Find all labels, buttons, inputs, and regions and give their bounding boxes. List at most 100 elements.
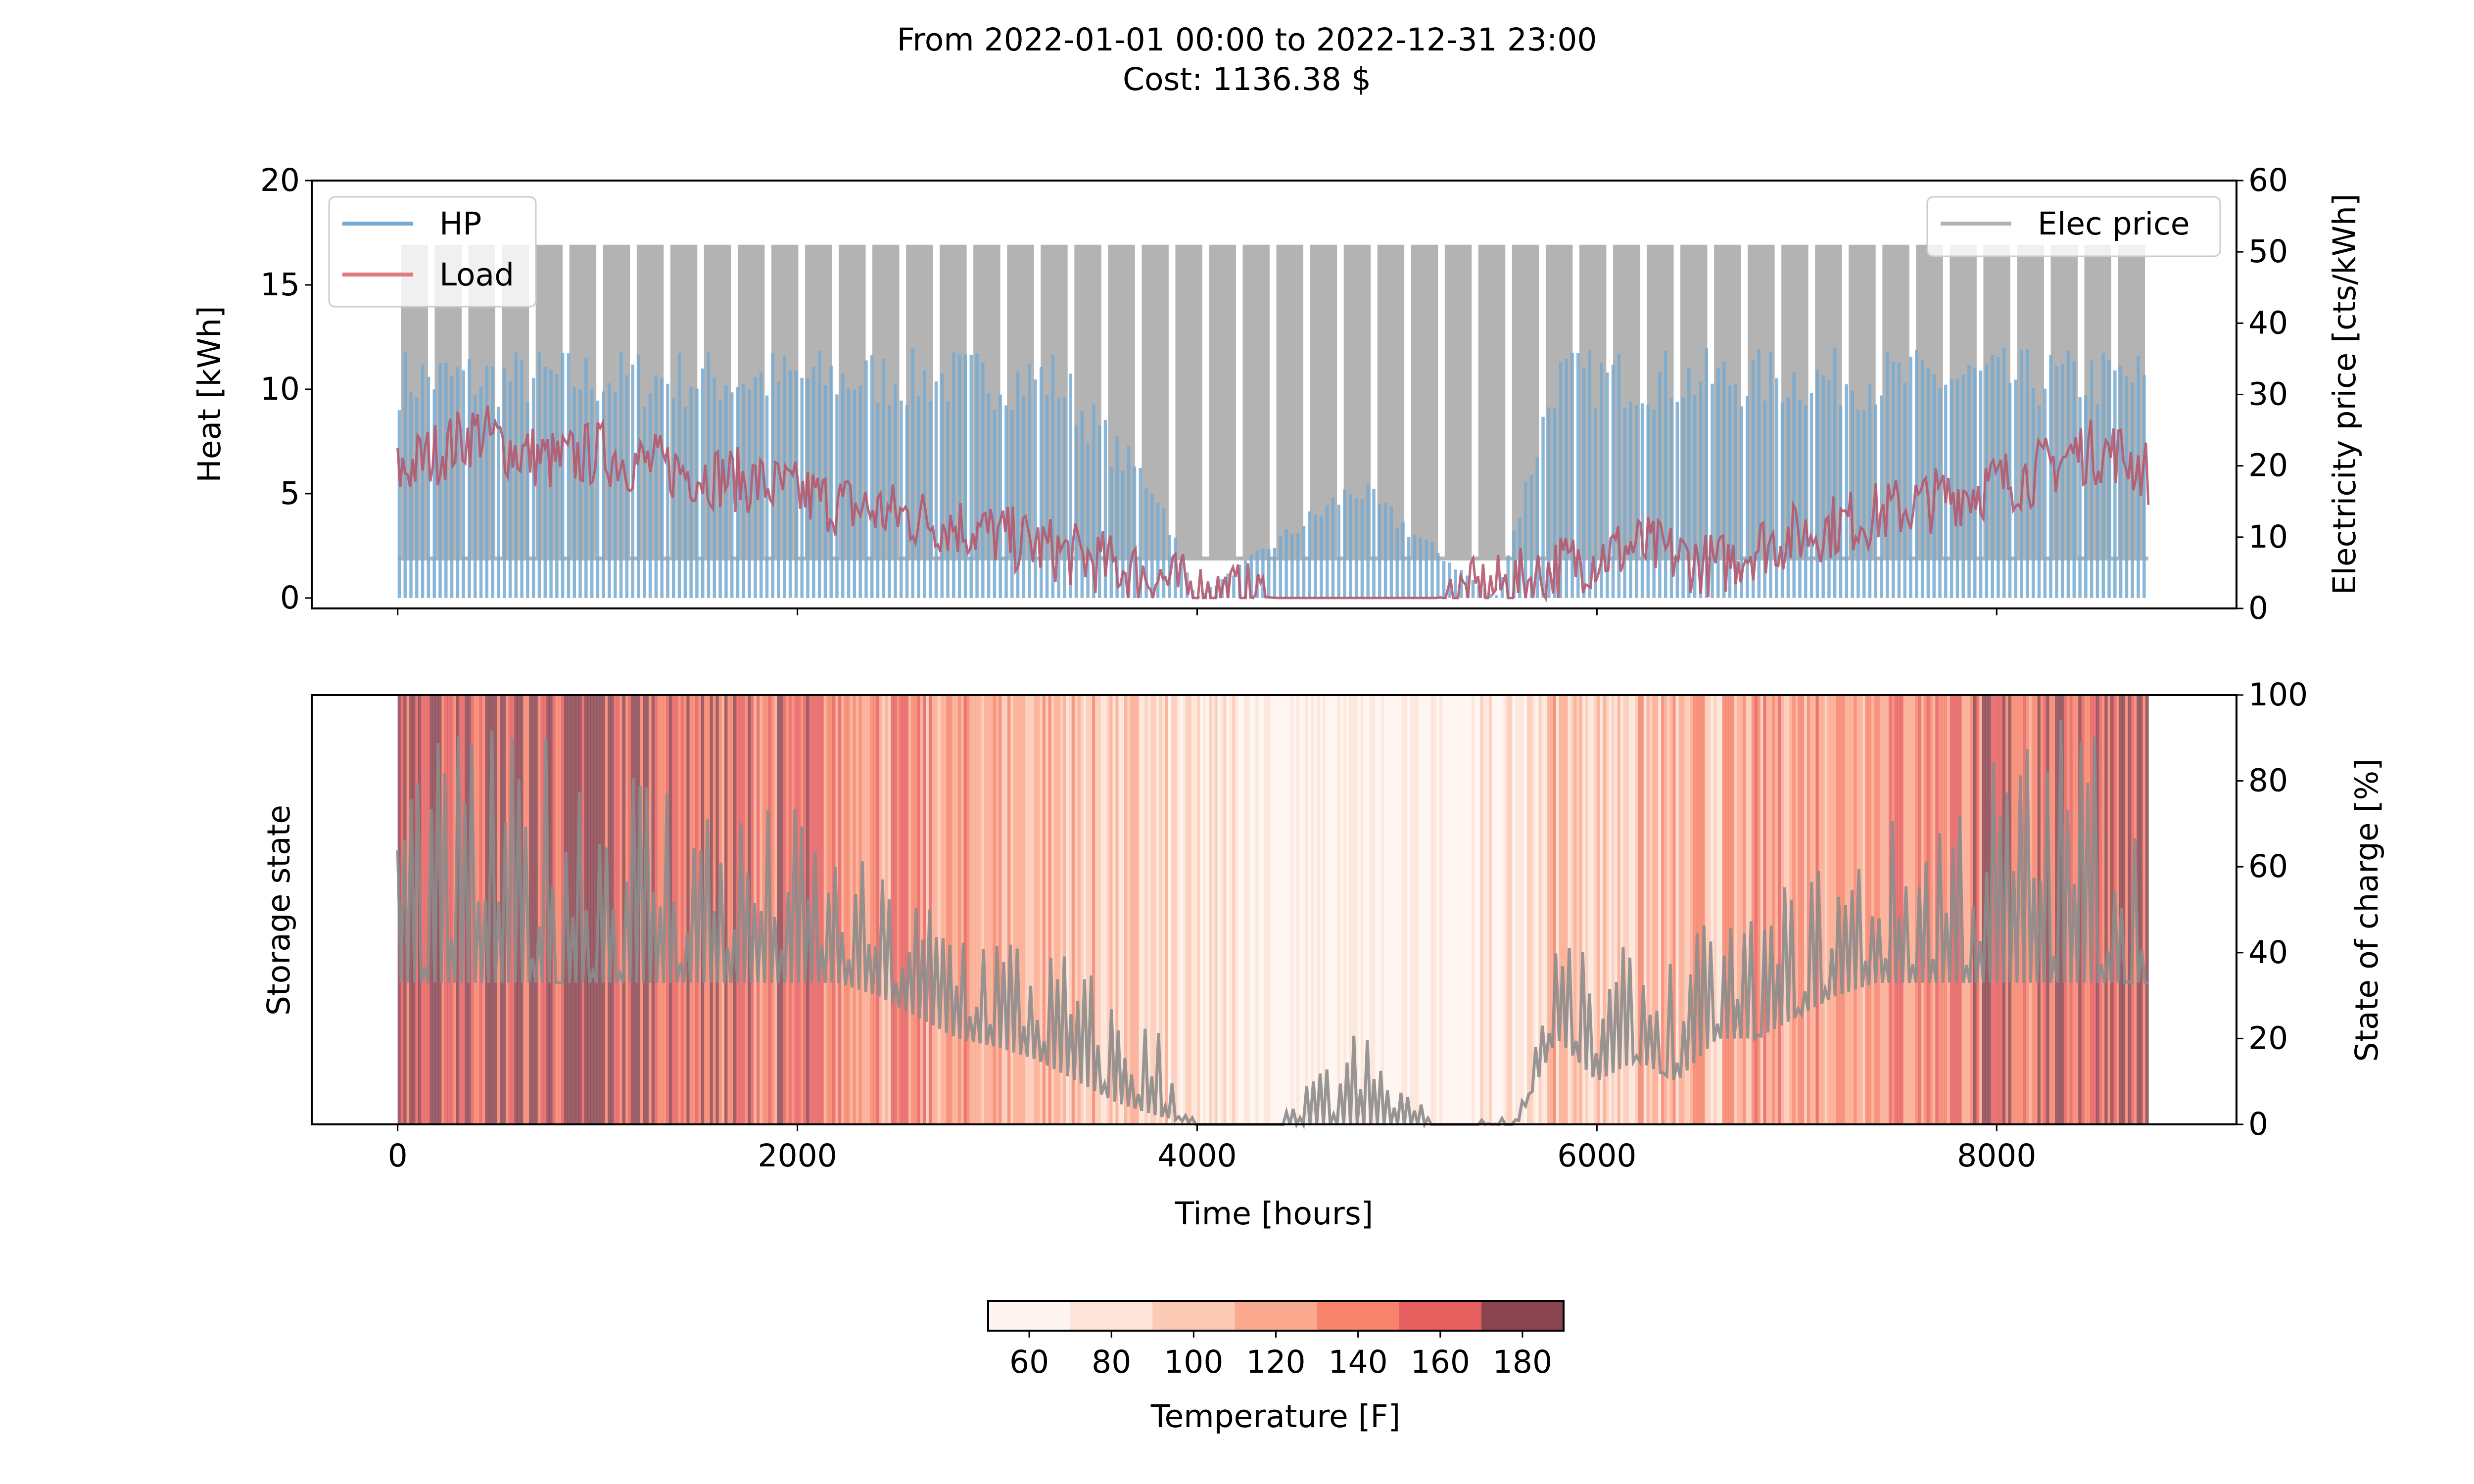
- hp-bar: [1425, 539, 1428, 598]
- temperature-band: [1182, 695, 1186, 1124]
- temperature-band: [1261, 695, 1265, 1124]
- hp-bar: [1040, 367, 1043, 598]
- temperature-band: [1109, 695, 1113, 1124]
- hp-bar: [917, 396, 920, 598]
- hp-bar: [1168, 535, 1171, 598]
- temperature-band: [1713, 695, 1717, 1124]
- figure-title-line1: From 2022-01-01 00:00 to 2022-12-31 23:0…: [897, 22, 1597, 58]
- temperature-band: [1019, 695, 1023, 1124]
- temperature-band: [1780, 695, 1784, 1124]
- temperature-band: [1681, 695, 1685, 1124]
- temperature-band: [1573, 695, 1577, 1124]
- temperature-band: [1235, 695, 1238, 1124]
- hp-bar: [1109, 467, 1113, 598]
- hp-bar: [759, 371, 763, 598]
- temperature-band: [1080, 695, 1084, 1124]
- temperature-band: [1541, 695, 1545, 1124]
- hp-bar: [853, 389, 856, 598]
- temperature-band: [1634, 695, 1638, 1124]
- temperature-band: [820, 695, 824, 1124]
- hp-bar: [847, 388, 851, 598]
- top-right-y-label: Electricity price [cts/kWh]: [2327, 193, 2363, 595]
- hp-bar: [882, 359, 886, 598]
- temperature-band: [1743, 695, 1746, 1124]
- temperature-band: [1068, 695, 1072, 1124]
- hp-bar: [1746, 396, 1749, 598]
- hp-bar: [1115, 436, 1119, 598]
- hp-bar: [683, 407, 687, 598]
- temperature-band: [570, 695, 573, 1124]
- temperature-band: [590, 695, 594, 1124]
- hp-bar: [1938, 388, 1942, 598]
- temperature-band: [686, 695, 690, 1124]
- temperature-band: [1200, 695, 1204, 1124]
- temperature-band: [952, 695, 955, 1124]
- bottom-left-y-label: Storage state: [261, 805, 297, 1016]
- temperature-band: [733, 695, 737, 1124]
- hp-bar: [1354, 498, 1358, 598]
- temperature-band: [447, 695, 451, 1124]
- temperature-band: [1512, 695, 1516, 1124]
- temperature-band: [1139, 695, 1142, 1124]
- temperature-band: [1812, 695, 1816, 1124]
- hp-bar: [432, 389, 436, 598]
- hp-bar: [1489, 594, 1492, 598]
- temperature-band: [891, 695, 894, 1124]
- hp-bar: [975, 353, 979, 598]
- hp-bar: [1594, 408, 1597, 598]
- temperature-band: [1013, 695, 1017, 1124]
- temperature-band: [1734, 695, 1738, 1124]
- hp-bar: [2137, 355, 2140, 598]
- temperature-band: [1028, 695, 1032, 1124]
- hp-bar: [1687, 368, 1691, 598]
- temperature-band: [940, 695, 944, 1124]
- temperature-band: [1807, 695, 1810, 1124]
- hp-bar: [817, 351, 821, 598]
- temperature-band: [1468, 695, 1472, 1124]
- temperature-band: [920, 695, 923, 1124]
- temperature-band: [960, 695, 964, 1124]
- hp-bar: [543, 367, 547, 598]
- temperature-band: [1217, 695, 1221, 1124]
- temperature-band: [841, 695, 845, 1124]
- temperature-band: [1740, 695, 1743, 1124]
- temperature-band: [645, 695, 649, 1124]
- temperature-band: [1693, 695, 1697, 1124]
- hp-bar: [1273, 548, 1277, 598]
- legend-right: Elec price: [1926, 196, 2221, 257]
- temperature-band: [934, 695, 938, 1124]
- temperature-band: [581, 695, 585, 1124]
- temperature-band: [917, 695, 921, 1124]
- hp-bar: [1646, 405, 1650, 598]
- colorbar-tick-label: 60: [1009, 1344, 1049, 1380]
- temperature-band: [1699, 695, 1703, 1124]
- temperature-band: [1988, 695, 1992, 1124]
- temperature-band: [1529, 695, 1533, 1124]
- temperature-band: [1162, 695, 1166, 1124]
- temperature-band: [660, 695, 664, 1124]
- hp-bar: [911, 348, 915, 598]
- elec-price-block: [1411, 244, 1438, 559]
- hp-bar: [491, 366, 494, 598]
- hp-bar: [1302, 526, 1306, 598]
- temperature-band: [1211, 695, 1215, 1124]
- hp-bar: [2107, 360, 2111, 598]
- temperature-band: [1004, 695, 1008, 1124]
- hp-bar: [1068, 373, 1072, 598]
- hp-bar: [993, 409, 997, 598]
- hp-bar: [672, 398, 675, 598]
- hp-bar: [497, 407, 500, 598]
- temperature-band: [1279, 695, 1283, 1124]
- temperature-band: [963, 695, 967, 1124]
- hp-bar: [946, 401, 950, 598]
- hp-bar: [754, 376, 757, 598]
- temperature-band: [1606, 695, 1609, 1124]
- temperature-band: [1293, 695, 1297, 1124]
- temperature-band: [1229, 695, 1233, 1124]
- temperature-band: [713, 695, 716, 1124]
- hp-bar: [957, 355, 961, 598]
- temperature-band: [587, 695, 591, 1124]
- hp-bar: [1920, 360, 1924, 598]
- hp-bar: [1226, 573, 1230, 598]
- temperature-band: [1711, 695, 1714, 1124]
